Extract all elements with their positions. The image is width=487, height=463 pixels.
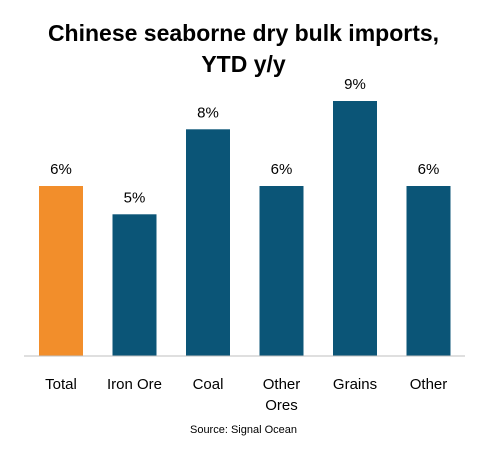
category-label-5: Other <box>410 376 448 393</box>
data-label-1: 5% <box>124 189 146 206</box>
data-label-2: 8% <box>197 104 219 121</box>
bar-3 <box>259 186 304 356</box>
chart-title: Chinese seaborne dry bulk imports, YTD y… <box>0 18 487 80</box>
category-label-0: Total <box>45 376 77 393</box>
category-label-2: Coal <box>193 376 224 393</box>
bar-1 <box>112 214 157 356</box>
source-note: Source: Signal Ocean <box>189 424 297 436</box>
category-label-4: Grains <box>333 376 377 393</box>
chart-subtitle: YTD y/y <box>201 51 286 77</box>
bar-4 <box>333 101 377 356</box>
data-label-0: 6% <box>50 161 72 178</box>
bar-2 <box>186 129 230 356</box>
bar-5 <box>406 186 451 356</box>
category-label-3: Other Ores <box>263 376 301 414</box>
bar-0 <box>39 186 83 356</box>
chart-title-line-1: Chinese seaborne dry bulk imports, <box>47 20 440 46</box>
data-label-3: 6% <box>271 161 293 178</box>
data-label-4: 9% <box>344 76 366 93</box>
category-label-1: Iron Ore <box>107 376 162 393</box>
data-label-5: 6% <box>418 161 440 178</box>
